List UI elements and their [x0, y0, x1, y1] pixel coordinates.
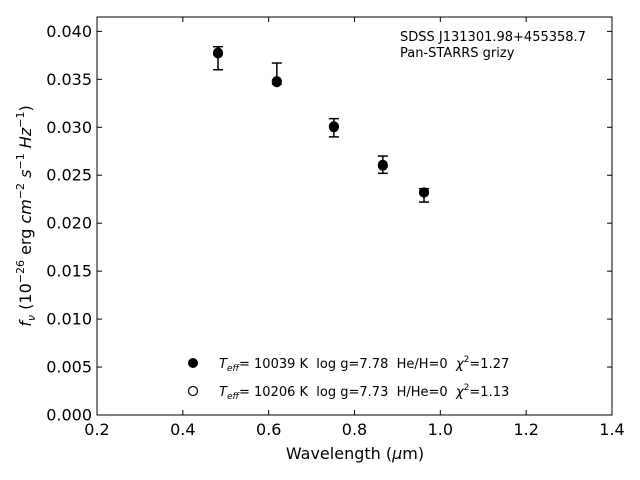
x-axis-label: Wavelength (μm)	[286, 444, 424, 463]
annotation-survey: Pan-STARRS grizy	[400, 46, 515, 61]
series-filled-circles	[213, 47, 430, 198]
legend-entry-open: Teff= 10206 K log g=7.73 H/He=0 χ2=1.13	[187, 383, 509, 402]
chart-annotation: SDSS J131301.98+455358.7 Pan-STARRS griz…	[400, 30, 586, 61]
data-point-filled	[271, 77, 282, 88]
annotation-object-name: SDSS J131301.98+455358.7	[400, 30, 586, 45]
y-tick-label: 0.035	[46, 70, 92, 89]
data-point-filled	[377, 159, 388, 170]
y-axis-label: fν (10−26 erg cm−2 s−1 Hz−1)	[14, 105, 38, 326]
x-tick-label: 1.0	[428, 420, 453, 439]
x-tick-label: 0.6	[256, 420, 281, 439]
plot-frame	[96, 16, 613, 416]
x-tick-label: 0.4	[170, 420, 195, 439]
y-tick-label: 0.030	[46, 118, 92, 137]
plot-area	[96, 16, 613, 416]
legend-entry-filled: Teff= 10039 K log g=7.78 He/H=0 χ2=1.27	[188, 355, 509, 374]
y-tick-label: 0.040	[46, 22, 92, 41]
y-tick-label: 0.000	[46, 406, 92, 425]
legend-marker-open	[187, 385, 199, 397]
y-axis-ticks: 0.000 0.005 0.010 0.015 0.020 0.025 0.030 0.035…	[46, 22, 612, 425]
x-tick-label: 1.2	[513, 420, 538, 439]
x-tick-label: 0.2	[84, 420, 109, 439]
y-tick-label: 0.020	[46, 214, 92, 233]
x-tick-label: 1.4	[599, 420, 624, 439]
legend-label-filled: Teff= 10039 K log g=7.78 He/H=0 χ2=1.27	[219, 355, 509, 374]
observed-errorbars	[213, 45, 430, 203]
data-point-filled	[419, 187, 430, 198]
x-axis-ticks: 0.2 0.4 0.6 0.8 1.0 1.2 1.4	[84, 17, 625, 439]
legend-marker-filled	[188, 358, 198, 368]
legend: Teff= 10039 K log g=7.78 He/H=0 χ2=1.27 …	[187, 355, 509, 402]
data-point-filled	[328, 122, 339, 133]
series-open-circles	[212, 48, 430, 198]
y-tick-label: 0.010	[46, 310, 92, 329]
y-tick-label: 0.005	[46, 358, 92, 377]
y-tick-label: 0.025	[46, 166, 92, 185]
data-point-filled	[213, 47, 224, 58]
x-tick-label: 0.8	[342, 420, 367, 439]
y-tick-label: 0.015	[46, 262, 92, 281]
legend-label-open: Teff= 10206 K log g=7.73 H/He=0 χ2=1.13	[219, 383, 509, 402]
